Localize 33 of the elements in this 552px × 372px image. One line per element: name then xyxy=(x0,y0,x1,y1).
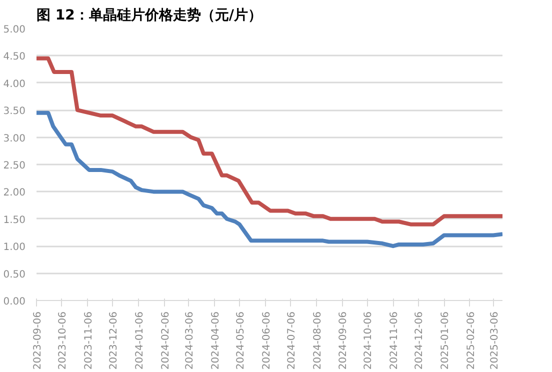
x-tick-label: 2024-03-06 xyxy=(184,311,196,370)
line-series xyxy=(36,56,502,226)
x-tick-label: 2025-02-06 xyxy=(466,311,477,370)
x-tick-label: 2024-09-06 xyxy=(338,311,350,370)
x-tick-label: 2024-02-06 xyxy=(160,311,172,370)
x-tick-label: 2024-07-06 xyxy=(286,311,298,370)
x-tick-label: 2023-11-06 xyxy=(83,311,94,370)
y-tick-label: 2.00 xyxy=(3,188,26,199)
y-tick-label: 4.50 xyxy=(3,52,26,63)
x-tick-label: 2024-05-06 xyxy=(235,311,246,370)
x-tick-label: 2024-01-06 xyxy=(134,311,146,370)
y-tick-label: 3.50 xyxy=(3,106,26,118)
x-tick-label: 2024-08-06 xyxy=(312,311,324,370)
y-tick-label: 5.00 xyxy=(3,24,26,36)
x-tick-label: 2023-09-06 xyxy=(32,311,44,370)
x-tick-label: 2025-03-06 xyxy=(489,311,500,370)
x-tick-label: 2025-01-06 xyxy=(440,311,452,370)
y-tick-label: 1.00 xyxy=(3,242,26,254)
x-tick-label: 2024-06-06 xyxy=(261,311,272,370)
x-tick-label: 2024-11-06 xyxy=(389,311,400,370)
x-tick-label: 2023-10-06 xyxy=(58,311,69,370)
y-tick-label: 2.50 xyxy=(3,160,26,172)
x-tick-label: 2024-10-06 xyxy=(363,311,374,370)
y-tick-label: 1.50 xyxy=(3,214,26,226)
x-tick-label: 2024-12-06 xyxy=(414,311,426,370)
x-tick-label: 2024-04-06 xyxy=(210,311,222,370)
chart-title: 图 12：单晶硅片价格走势（元/片） xyxy=(36,8,262,24)
y-tick-label: 0.00 xyxy=(3,296,26,308)
x-tick-label: 2023-12-06 xyxy=(108,311,120,370)
y-tick-label: 3.00 xyxy=(3,133,26,144)
y-tick-label: 0.50 xyxy=(3,269,26,280)
y-tick-label: 4.00 xyxy=(3,78,26,90)
line-series xyxy=(36,110,502,248)
